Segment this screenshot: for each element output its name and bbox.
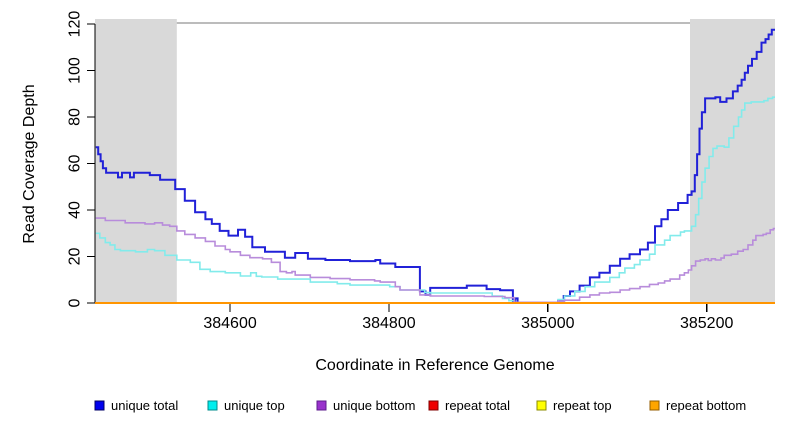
x-axis-title: Coordinate in Reference Genome — [315, 357, 555, 374]
x-tick-label: 385000 — [521, 315, 574, 332]
legend-label-repeat-total: repeat total — [445, 398, 510, 413]
legend-swatch-unique-total — [94, 400, 105, 411]
legend-swatch-repeat-total — [428, 400, 439, 411]
legend-label-unique-total: unique total — [111, 398, 178, 413]
y-tick-label: 40 — [67, 201, 84, 219]
series-line-unique-top — [95, 96, 775, 304]
y-tick-label: 120 — [67, 11, 84, 38]
y-tick-label: 20 — [67, 248, 84, 266]
legend-swatch-unique-bottom — [316, 400, 327, 411]
y-tick-label: 0 — [67, 298, 84, 307]
legend-swatch-repeat-bottom — [649, 400, 660, 411]
shaded-region — [690, 19, 775, 303]
y-tick-label: 100 — [67, 57, 84, 84]
legend-swatch-repeat-top — [536, 400, 547, 411]
x-tick-label: 384800 — [362, 315, 415, 332]
y-axis-title: Read Coverage Depth — [21, 84, 38, 244]
y-tick-label: 60 — [67, 155, 84, 173]
y-tick-label: 80 — [67, 108, 84, 126]
series-line-unique-total — [95, 28, 775, 304]
shaded-region — [95, 19, 177, 303]
legend-label-unique-bottom: unique bottom — [333, 398, 415, 413]
x-tick-label: 385200 — [680, 315, 733, 332]
legend-label-unique-top: unique top — [224, 398, 285, 413]
x-tick-label: 384600 — [203, 315, 256, 332]
series-line-unique-bottom — [95, 217, 775, 304]
legend-swatch-unique-top — [207, 400, 218, 411]
legend-label-repeat-bottom: repeat bottom — [666, 398, 746, 413]
legend-label-repeat-top: repeat top — [553, 398, 612, 413]
